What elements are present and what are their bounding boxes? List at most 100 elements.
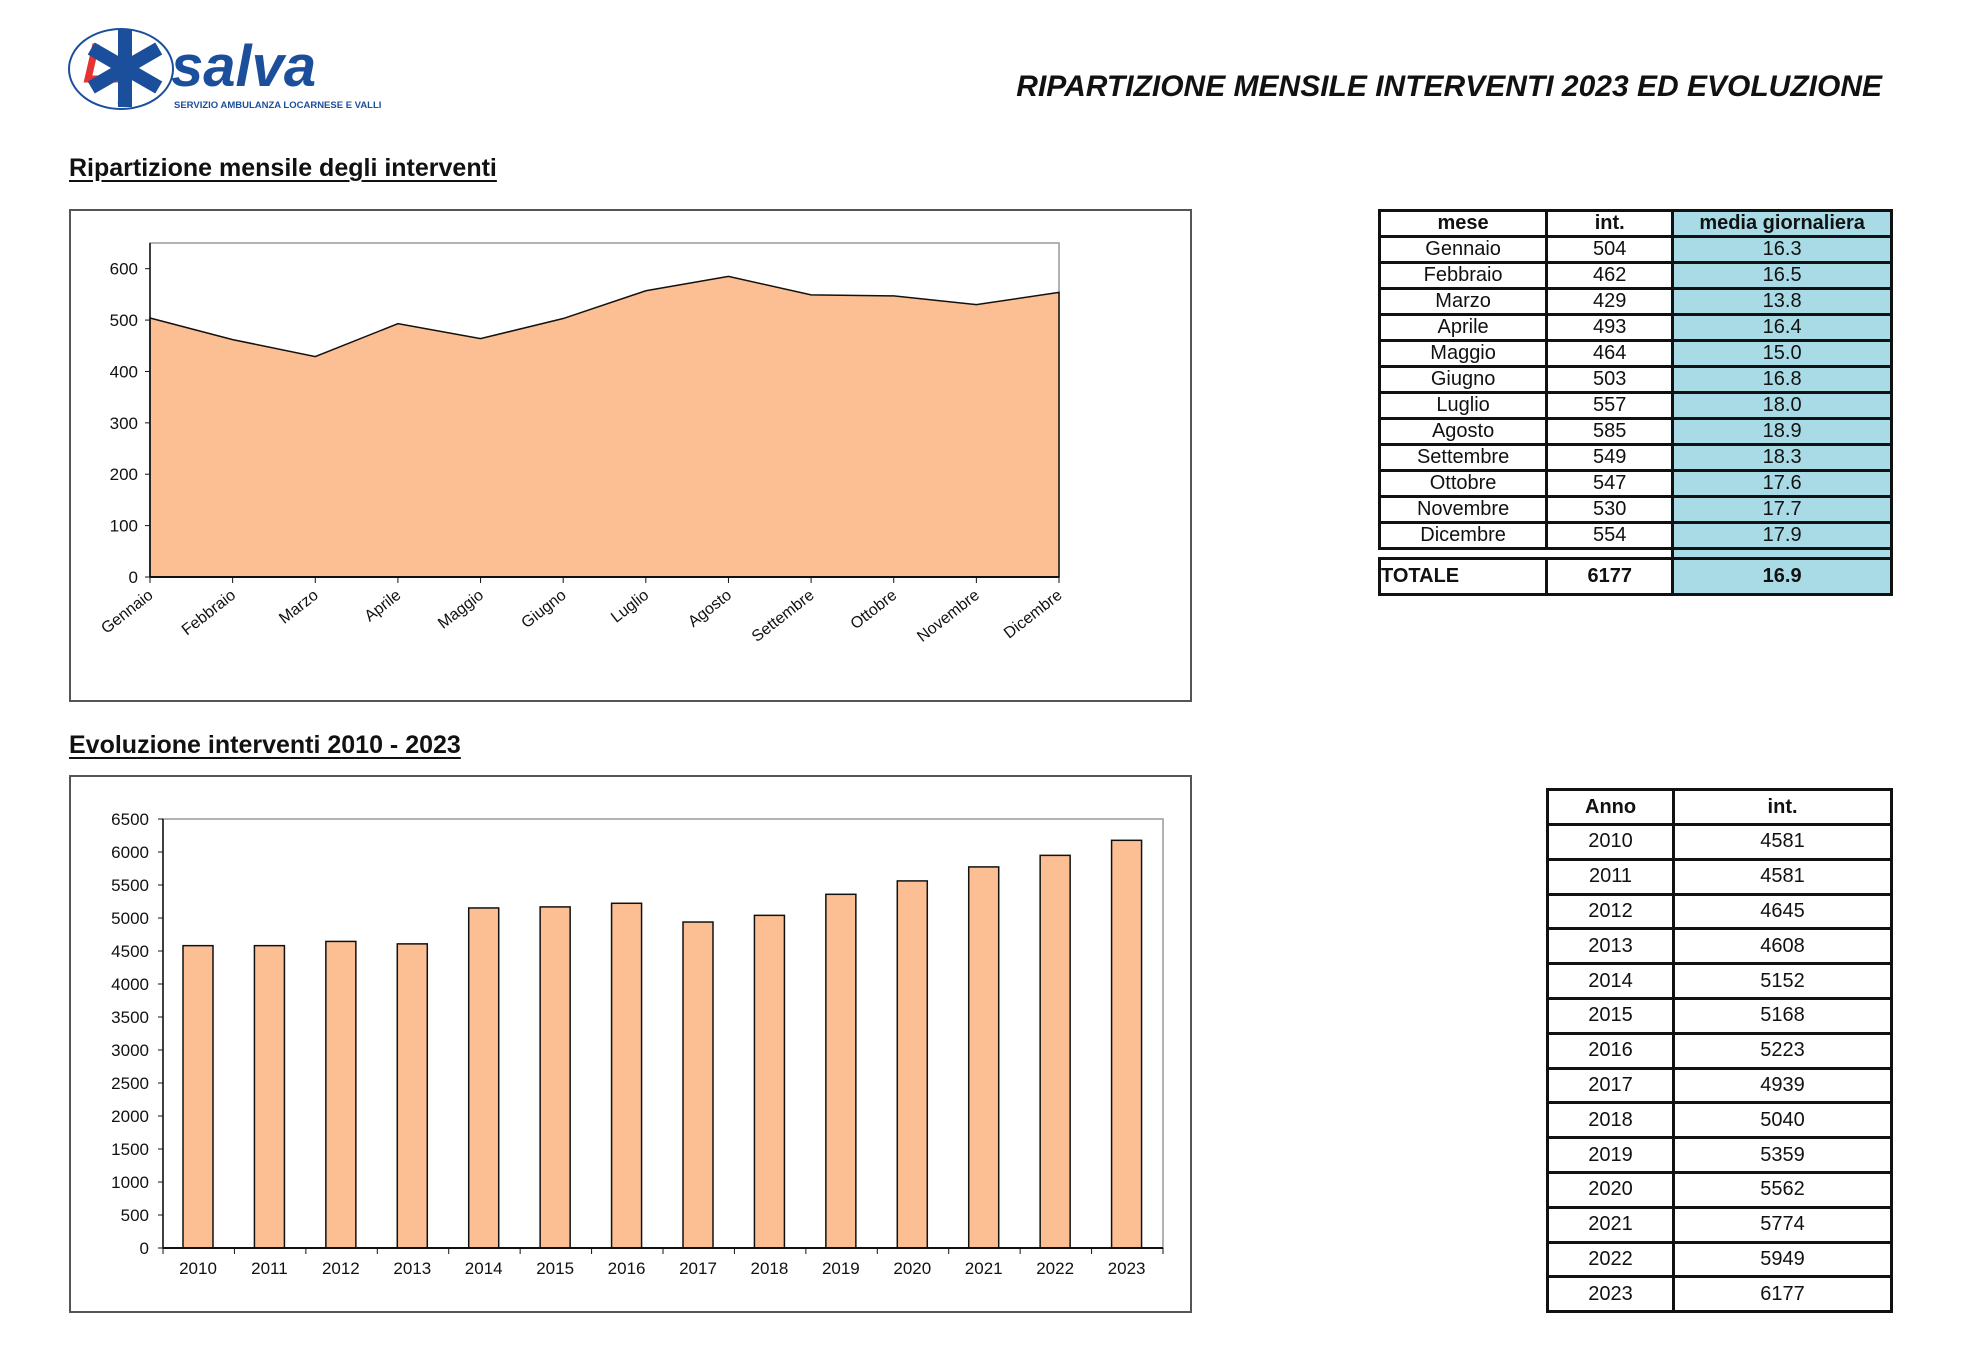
x-tick-label: 2017: [679, 1259, 717, 1278]
int-cell: 5040: [1672, 1101, 1893, 1140]
int-cell: 6177: [1672, 1275, 1893, 1314]
table-row: 2016 5223: [1545, 1031, 1893, 1070]
media-cell: 16.5: [1671, 261, 1893, 290]
int-cell: 5949: [1672, 1240, 1893, 1279]
col-header-int: int.: [1672, 788, 1893, 826]
bar: [967, 866, 1000, 1249]
y-tick-label: 200: [110, 465, 138, 484]
int-cell: 557: [1545, 391, 1675, 420]
month-cell: Aprile: [1377, 313, 1549, 342]
year-cell: 2010: [1545, 823, 1676, 861]
x-tick-label: 2019: [822, 1259, 860, 1278]
x-tick-label: Maggio: [435, 587, 487, 633]
month-cell: Marzo: [1377, 287, 1549, 316]
section-heading-evolution: Evoluzione interventi 2010 - 2023: [69, 731, 461, 759]
year-cell: 2017: [1545, 1066, 1676, 1105]
year-cell: 2011: [1545, 857, 1676, 896]
table-row: 2019 5359: [1545, 1136, 1893, 1174]
year-cell: 2018: [1545, 1101, 1676, 1140]
x-tick-label: 2020: [893, 1259, 931, 1278]
int-cell: 493: [1545, 313, 1675, 342]
total-row: TOTALE 6177 16.9: [1377, 557, 1893, 596]
bar: [539, 906, 571, 1249]
x-tick-label: Aprile: [362, 587, 405, 626]
y-tick-label: 4500: [111, 942, 149, 961]
yearly-chart-frame: 0 500 1000 1500 2000 2500 3000 3500 4000 4500 5000…: [69, 775, 1192, 1313]
int-cell: 547: [1545, 469, 1675, 498]
media-cell: 18.9: [1671, 417, 1893, 446]
int-cell: 462: [1545, 261, 1675, 290]
x-tick-label: Febbraio: [179, 587, 239, 639]
monthly-chart-frame: 0 100 200 300 400 500 600 Gennaio Febbraio Marzo A…: [69, 209, 1192, 702]
media-cell: 17.9: [1671, 521, 1893, 550]
year-cell: 2023: [1545, 1275, 1676, 1314]
plot-area: [162, 818, 1164, 1249]
table-row: 2023 6177: [1545, 1275, 1893, 1314]
y-tick-label: 6500: [111, 810, 149, 829]
y-tick-label: 0: [140, 1239, 149, 1258]
y-tick-label: 300: [110, 414, 138, 433]
int-cell: 4645: [1672, 892, 1893, 931]
media-cell: 16.3: [1671, 235, 1893, 264]
col-header-anno: Anno: [1545, 788, 1676, 826]
media-cell: 17.6: [1671, 469, 1893, 498]
media-cell: 18.3: [1671, 443, 1893, 472]
month-cell: Agosto: [1377, 417, 1549, 446]
bar: [182, 944, 214, 1249]
star-of-life-icon: [87, 29, 163, 107]
month-cell: Febbraio: [1377, 261, 1549, 290]
month-cell: Ottobre: [1377, 469, 1549, 498]
x-tick-label: Gennaio: [98, 587, 156, 638]
x-tick-label: 2010: [179, 1259, 217, 1278]
int-cell: 549: [1545, 443, 1675, 472]
section-heading-monthly: Ripartizione mensile degli interventi: [69, 154, 497, 182]
y-tick-label: 400: [110, 362, 138, 381]
y-tick-label: 5500: [111, 876, 149, 895]
x-tick-label: Marzo: [276, 587, 322, 628]
table-row: 2014 5152: [1545, 962, 1893, 1000]
x-tick-label: 2013: [393, 1259, 431, 1278]
media-cell: 16.8: [1671, 365, 1893, 394]
media-cell: 18.0: [1671, 391, 1893, 420]
x-tick-label: 2015: [536, 1259, 574, 1278]
int-cell: 5168: [1672, 996, 1893, 1035]
x-tick-label: Giugno: [519, 587, 570, 632]
y-tick-label: 100: [110, 517, 138, 536]
month-cell: Novembre: [1377, 495, 1549, 524]
year-cell: 2013: [1545, 927, 1676, 966]
int-cell: 464: [1545, 339, 1675, 368]
x-tick-label: Agosto: [685, 587, 735, 631]
table-row: Aprile 493 16.4: [1377, 313, 1893, 342]
table-row: Marzo 429 13.8: [1377, 287, 1893, 316]
spacer-row: [1379, 547, 1893, 560]
int-cell: 585: [1545, 417, 1675, 446]
bar: [1039, 854, 1071, 1249]
x-tick-label: 2022: [1036, 1259, 1074, 1278]
int-cell: 4939: [1672, 1066, 1893, 1105]
table-row: Luglio 557 18.0: [1377, 391, 1893, 420]
int-cell: 5223: [1672, 1031, 1893, 1070]
int-cell: 4608: [1672, 927, 1893, 966]
x-tick-label: Settembre: [749, 587, 818, 646]
year-cell: 2015: [1545, 996, 1676, 1035]
media-cell: 16.4: [1671, 313, 1893, 342]
table-row: Maggio 464 15.0: [1377, 339, 1893, 368]
table-row: 2021 5774: [1545, 1205, 1893, 1244]
total-label: TOTALE: [1377, 557, 1549, 596]
x-tick-label: Ottobre: [848, 587, 901, 633]
table-row: 2015 5168: [1545, 996, 1893, 1035]
x-tick-label: 2016: [608, 1259, 646, 1278]
media-cell: 15.0: [1671, 339, 1893, 368]
x-tick-label: 2014: [465, 1259, 503, 1278]
table-row: Gennaio 504 16.3: [1377, 235, 1893, 264]
int-cell: 503: [1545, 365, 1675, 394]
month-cell: Dicembre: [1377, 521, 1549, 550]
table-row: 2020 5562: [1545, 1170, 1893, 1209]
int-cell: 4581: [1672, 823, 1893, 861]
year-cell: 2014: [1545, 962, 1676, 1000]
year-cell: 2022: [1545, 1240, 1676, 1279]
monthly-area-chart: 0 100 200 300 400 500 600 Gennaio Febbraio Marzo A…: [98, 242, 1066, 646]
y-tick-label: 6000: [111, 843, 149, 862]
table-row: Agosto 585 18.9: [1377, 417, 1893, 446]
